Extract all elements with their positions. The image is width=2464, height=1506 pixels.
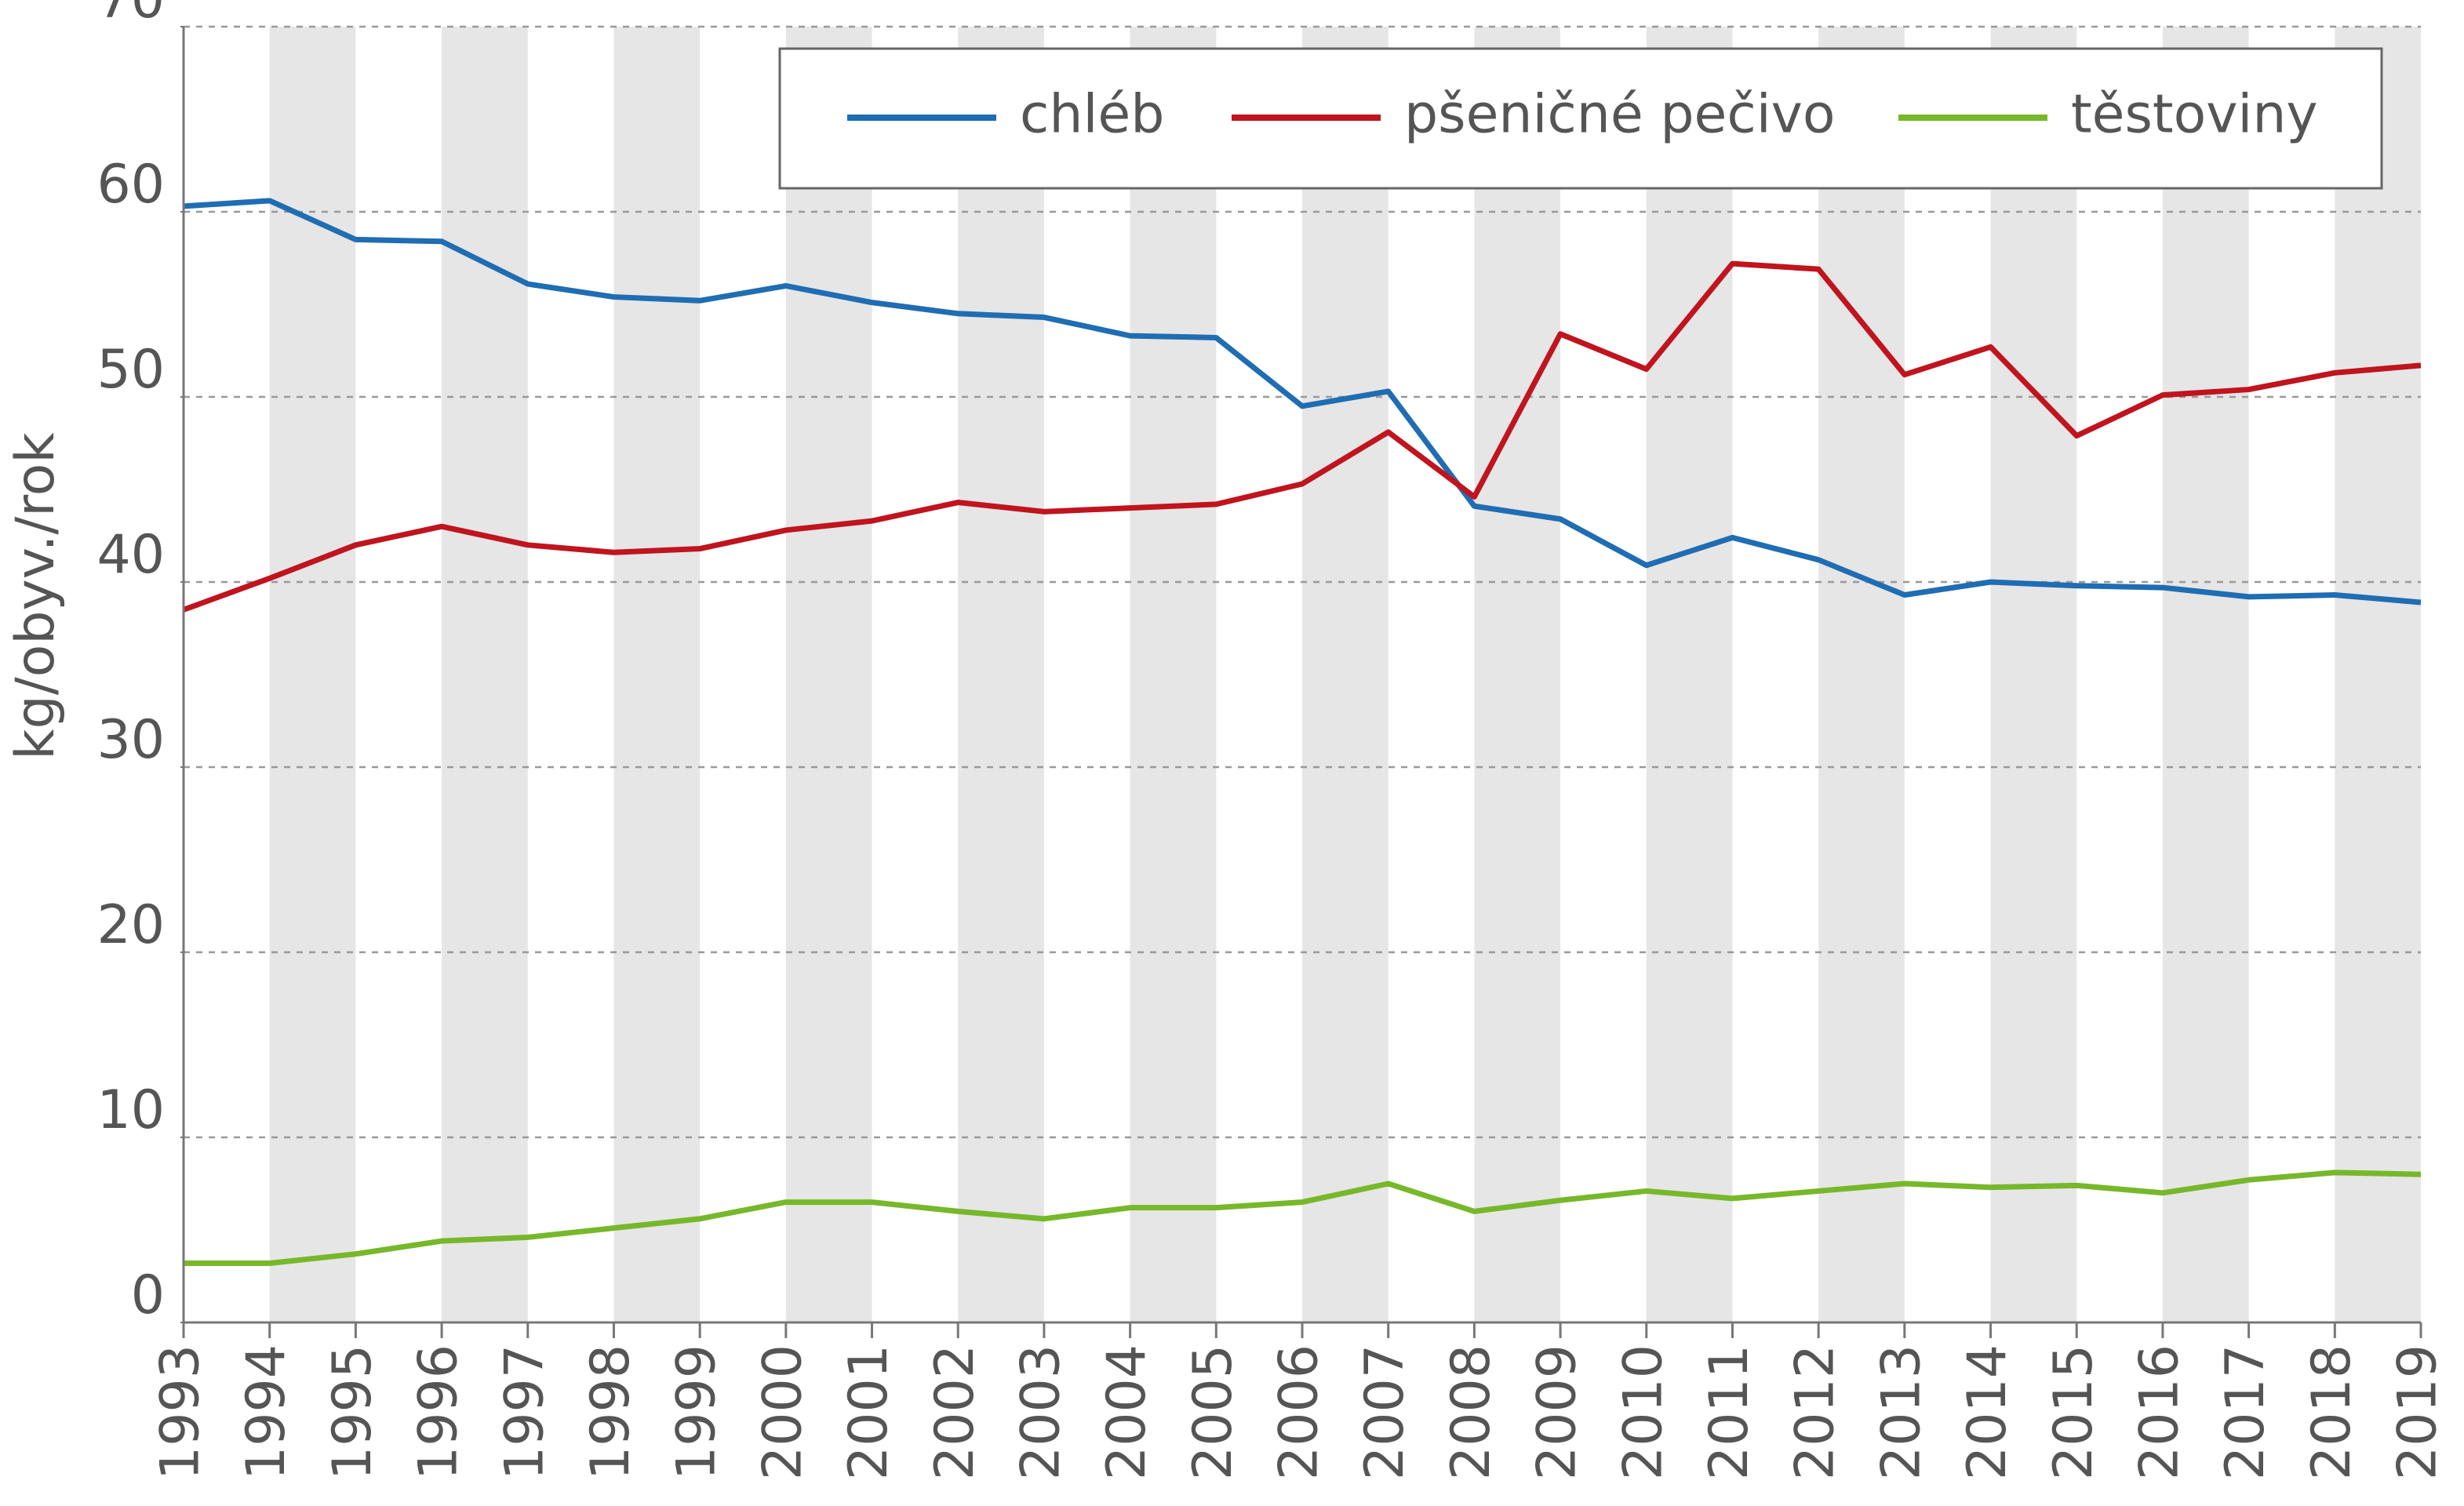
band [1646,27,1733,1322]
x-tick-label: 2006 [1268,1344,1330,1480]
x-tick-label: 1996 [408,1344,470,1480]
x-tick-label: 2000 [752,1344,813,1480]
x-tick-label: 2009 [1527,1344,1589,1480]
band [613,27,701,1322]
x-tick-label: 2010 [1612,1344,1674,1480]
x-tick-label: 2013 [1870,1344,1932,1480]
x-tick-label: 2018 [2301,1344,2363,1480]
y-axis-label: kg/obyv./rok [5,432,67,760]
x-tick-label: 1997 [493,1344,555,1480]
x-tick-label: 2002 [924,1344,986,1480]
x-tick-label: 2016 [2128,1344,2190,1480]
x-tick-label: 2001 [838,1344,900,1480]
x-tick-label: 1994 [235,1344,297,1480]
x-tick-label: 2017 [2215,1344,2277,1480]
line-series [184,1170,2422,1266]
background-bands [269,27,2421,1322]
y-tick-label: 30 [96,709,165,771]
legend-label: těstoviny [2071,84,2318,146]
y-tick-label: 50 [96,339,165,401]
y-tick-label: 0 [131,1264,165,1326]
band [958,27,1044,1322]
x-tick-label: 2012 [1785,1344,1847,1480]
x-tick-label: 1993 [150,1344,212,1480]
x-tick-label: 2004 [1096,1344,1158,1480]
x-tick-label: 2014 [1956,1344,2018,1480]
y-tick-label: 20 [96,894,165,956]
grid [184,25,2421,1139]
line-series [182,260,2422,613]
x-tick-label: 2008 [1440,1344,1502,1480]
band [442,27,528,1322]
band [1990,27,2077,1322]
x-tick-label: 2015 [2043,1344,2105,1480]
band [269,27,356,1322]
legend: chléb pšeničné pečivo těstoviny [778,47,2383,190]
y-tick-label: 10 [96,1079,165,1141]
x-tick-label: 1998 [580,1344,642,1480]
line-series [183,198,2422,606]
y-tick-label: 70 [96,0,165,31]
band [785,27,872,1322]
axes: 0 10 20 30 40 50 60 70 1993 1994 1995 1996 1997 1998 1… [96,0,2448,1480]
band [1818,27,1905,1322]
band [1302,27,1389,1322]
x-tick-label: 1995 [322,1344,384,1480]
x-tick-label: 2003 [1010,1344,1072,1480]
x-tick-label: 2007 [1354,1344,1416,1480]
legend-box [778,47,2383,190]
band [1474,27,1561,1322]
band [2335,27,2421,1322]
legend-label: pšeničné pečivo [1404,84,1835,146]
legend-label: chléb [1020,84,1164,146]
y-tick-label: 60 [96,154,165,216]
y-tick-label: 40 [96,524,165,586]
x-tick-label: 2011 [1698,1344,1760,1480]
band [1130,27,1217,1322]
x-tick-label: 1999 [666,1344,728,1480]
plot-lines [182,198,2422,1266]
band [2162,27,2249,1322]
x-tick-label: 2005 [1182,1344,1244,1480]
x-tick-label: 2019 [2387,1344,2449,1480]
